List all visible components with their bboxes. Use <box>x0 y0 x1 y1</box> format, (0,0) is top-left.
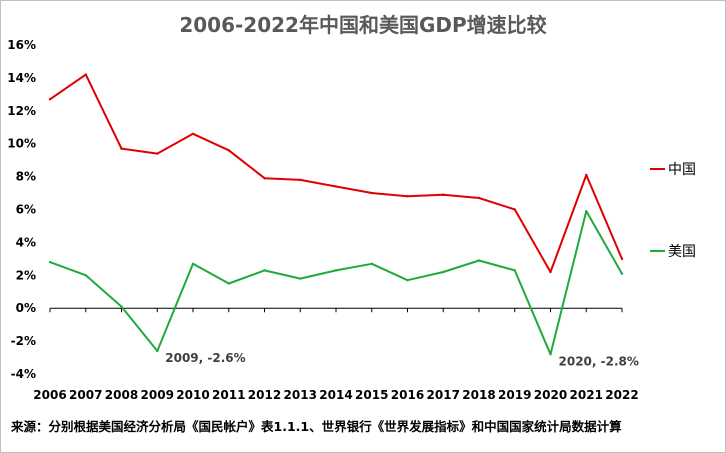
y-tick-label: -4% <box>11 367 36 381</box>
data-point <box>299 277 302 280</box>
x-tick-label: 2016 <box>391 388 424 402</box>
data-point <box>120 305 123 308</box>
annotation-layer: 2009, -2.6% 2020, -2.8% <box>165 351 639 368</box>
data-point <box>442 193 445 196</box>
y-tick-label: 0% <box>16 301 36 315</box>
series-line <box>49 210 623 356</box>
x-tick-label: 2009 <box>141 388 174 402</box>
data-point <box>513 269 516 272</box>
y-tick-label: 8% <box>16 170 36 184</box>
x-tick-label: 2006 <box>33 388 66 402</box>
series-美国 <box>48 209 624 356</box>
data-point <box>406 195 409 198</box>
x-tick-label: 2008 <box>105 388 138 402</box>
legend-label: 美国 <box>668 244 696 260</box>
y-axis: -4% -2% 0% 2% 4% 6% 8% 10% 12% 14% 16% <box>7 38 622 381</box>
x-tick-label: 2015 <box>355 388 388 402</box>
data-point <box>227 149 230 152</box>
series-layer <box>48 73 624 356</box>
data-point <box>84 274 87 277</box>
x-tick-label: 2017 <box>427 388 460 402</box>
series-line <box>49 73 623 273</box>
y-tick-label: 16% <box>7 38 36 52</box>
data-point <box>585 209 588 213</box>
x-tick-label: 2010 <box>176 388 209 402</box>
series-中国 <box>48 73 624 274</box>
data-point <box>549 353 552 356</box>
y-tick-label: 14% <box>7 71 36 85</box>
source-note: 来源：分别根据美国经济分析局《国民帐户》表1.1.1、世界银行《世界发展指标》和… <box>11 419 622 434</box>
data-point <box>156 152 159 155</box>
x-tick-label: 2011 <box>212 388 245 402</box>
data-point <box>120 147 123 150</box>
data-point <box>585 173 588 177</box>
data-point <box>84 73 87 76</box>
y-tick-label: 6% <box>16 203 36 217</box>
data-point <box>299 178 302 182</box>
x-tick-label: 2013 <box>284 388 317 402</box>
chart-title: 2006-2022年中国和美国GDP增速比较 <box>179 13 547 37</box>
data-point <box>370 262 373 265</box>
data-label: 2009, -2.6% <box>165 351 245 365</box>
data-point <box>477 196 481 200</box>
data-point <box>334 269 338 272</box>
x-tick-label: 2018 <box>462 388 495 402</box>
data-point <box>513 208 516 211</box>
x-tick-label: 2019 <box>498 388 531 402</box>
data-point <box>442 270 445 274</box>
y-tick-label: -2% <box>11 334 36 348</box>
x-tick-label: 2020 <box>534 388 567 402</box>
y-tick-label: 2% <box>16 268 36 282</box>
data-point <box>370 191 373 195</box>
data-point <box>156 349 159 353</box>
legend-label: 中国 <box>668 162 696 178</box>
data-point <box>477 259 481 262</box>
data-point <box>263 177 266 180</box>
data-point <box>263 269 266 272</box>
y-tick-label: 10% <box>7 137 36 151</box>
data-point <box>48 260 52 264</box>
data-point <box>227 282 230 285</box>
data-label: 2020, -2.8% <box>559 354 639 368</box>
y-tick-label: 4% <box>16 235 36 249</box>
x-tick-label: 2007 <box>69 388 102 402</box>
x-tick-label: 2021 <box>570 388 603 402</box>
x-tick-label: 2014 <box>319 388 352 402</box>
data-point <box>549 270 552 274</box>
data-point <box>406 279 409 282</box>
x-axis: 2006 2007 2008 2009 2010 2011 2012 2013 2014 2015… <box>33 308 639 402</box>
data-point <box>620 257 624 261</box>
data-point <box>48 98 52 101</box>
x-tick-label: 2012 <box>248 388 281 402</box>
x-tick-label: 2022 <box>605 388 638 402</box>
data-point <box>334 185 338 188</box>
data-point <box>620 272 624 275</box>
y-tick-label: 12% <box>7 104 36 118</box>
data-point <box>191 262 195 265</box>
data-point <box>191 132 195 136</box>
